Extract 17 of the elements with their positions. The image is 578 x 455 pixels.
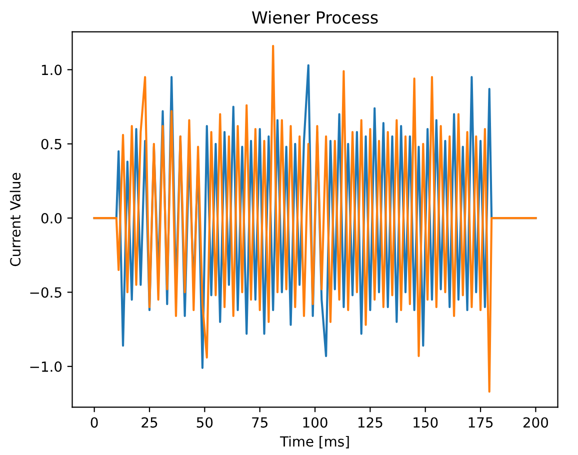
y-tick-label: −0.5 [30,287,62,298]
x-tick-label: 25 [142,417,158,428]
y-tick-label: 1.0 [42,64,62,76]
y-tick-label: 0.0 [41,213,62,224]
chart-title: Wiener Process [252,10,378,24]
y-axis-title: Current Value [10,172,21,266]
x-axis-title: Time [ms] [280,436,349,448]
x-tick-label: 75 [252,417,268,428]
x-tick-label: 200 [523,417,548,428]
x-tick-label: 125 [358,417,382,428]
x-tick-label: 150 [414,417,438,428]
y-tick-label: 0.5 [41,138,62,150]
x-tick-label: 0 [90,417,98,428]
y-tick-label: −1.0 [30,361,62,372]
x-tick-label: 175 [468,417,493,428]
x-tick-label: 50 [196,417,213,428]
x-tick-label: 100 [303,417,328,428]
